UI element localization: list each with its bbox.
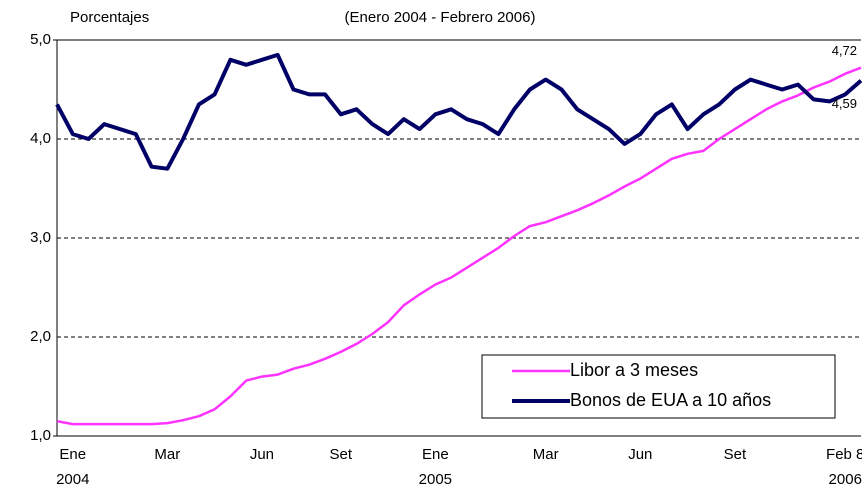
legend-box — [481, 354, 836, 419]
y-tick-label: 3,0 — [30, 229, 51, 246]
x-tick-label: Feb 8 — [826, 446, 862, 463]
y-tick-label: 5,0 — [30, 31, 51, 48]
x-tick-sublabel: 2004 — [56, 471, 89, 488]
x-tick-label: Ene — [422, 446, 449, 463]
line-series — [56, 66, 862, 426]
end-label: 4,59 — [832, 96, 857, 111]
end-label: 4,72 — [832, 43, 857, 58]
x-tick-label: Set — [724, 446, 747, 463]
x-tick-label: Jun — [628, 446, 652, 463]
x-tick-label: Mar — [154, 446, 180, 463]
legend-label: Bonos de EUA a 10 años — [570, 390, 771, 410]
legend-label: Libor a 3 meses — [570, 360, 698, 380]
x-tick-label: Jun — [250, 446, 274, 463]
y-tick-label: 2,0 — [30, 328, 51, 345]
x-tick-sublabel: 2006 — [829, 471, 862, 488]
y-tick-label: 4,0 — [30, 130, 51, 147]
x-tick-label: Ene — [59, 446, 86, 463]
x-tick-label: Mar — [533, 446, 559, 463]
x-tick-label: Set — [330, 446, 353, 463]
y-axis-label: Porcentajes — [70, 9, 149, 26]
y-tick-label: 1,0 — [30, 427, 51, 444]
chart-title: (Enero 2004 - Febrero 2006) — [345, 9, 536, 26]
x-tick-sublabel: 2005 — [419, 471, 452, 488]
line-series — [55, 52, 862, 171]
